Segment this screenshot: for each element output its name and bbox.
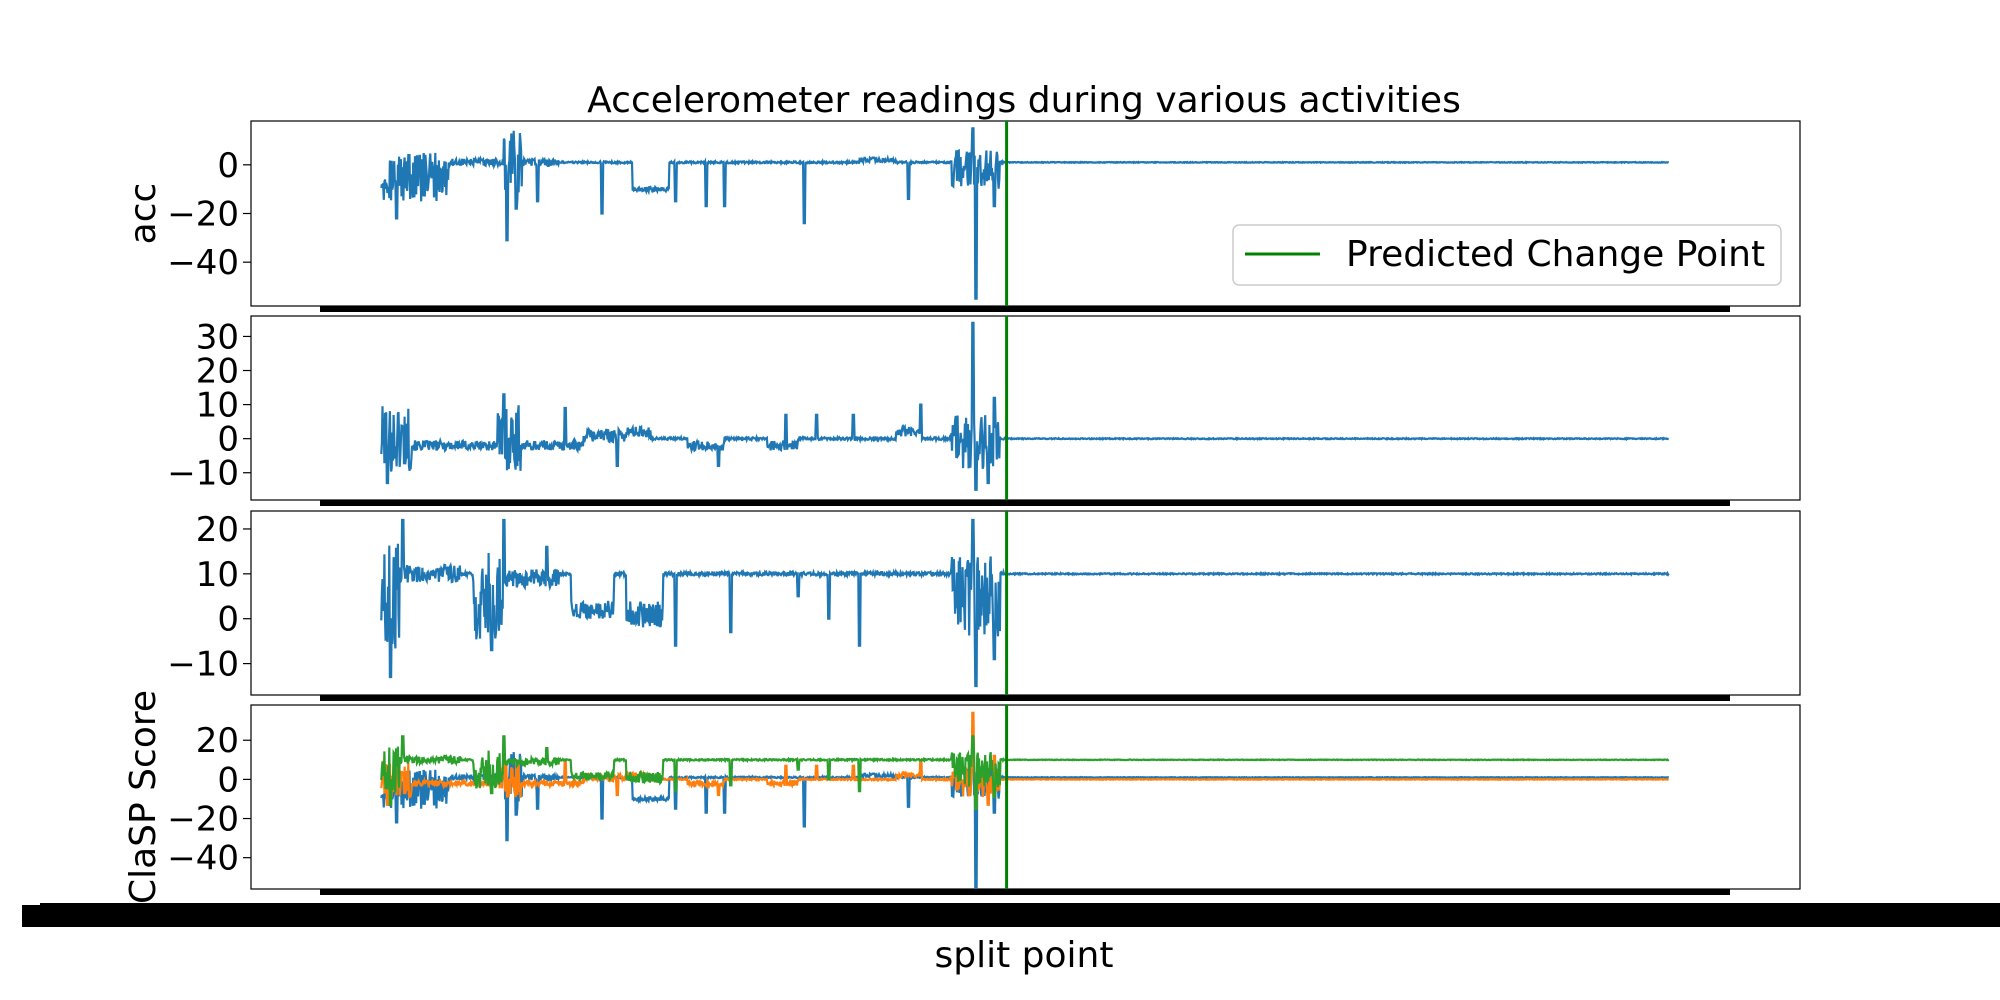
panel-frame <box>250 315 1801 501</box>
legend-label: Predicted Change Point <box>1346 234 1765 275</box>
x-tick-label-band <box>40 903 2000 927</box>
y-tick-label: −10 <box>167 454 239 494</box>
y-tick-label: 0 <box>217 600 239 640</box>
y-tick-label: −20 <box>167 195 239 235</box>
panels: 0−20−40acc3020100−1020100−10200−20−40Cla… <box>22 120 2000 927</box>
x-tick-band <box>320 889 1730 895</box>
y-tick-label: 20 <box>196 352 239 392</box>
chart-title: Accelerometer readings during various ac… <box>587 80 1461 121</box>
y-tick-label: 0 <box>217 760 239 800</box>
series-line-3 <box>380 735 1670 810</box>
panel-3: 20 10 0 −10 <box>167 510 1801 701</box>
y-tick-label: 0 <box>217 420 239 460</box>
y-tick-label: 30 <box>196 317 239 357</box>
x-tick-band <box>320 306 1730 312</box>
series-line-1 <box>380 748 1670 889</box>
x-tick-band <box>320 695 1730 701</box>
series-line <box>380 321 1669 491</box>
x-tick-band <box>320 500 1730 506</box>
y-tick-label: −10 <box>167 645 239 685</box>
series-line <box>380 518 1670 688</box>
legend-box <box>1232 224 1782 286</box>
y-tick-label: −40 <box>167 243 239 283</box>
x-tick-label-first <box>22 905 52 927</box>
y-axis-label: acc <box>123 183 164 245</box>
y-tick-label: 20 <box>196 721 239 761</box>
y-tick-label: 20 <box>196 510 239 550</box>
x-axis-label: split point <box>935 935 1114 976</box>
y-tick-label: 0 <box>217 146 239 186</box>
panel-frame <box>250 704 1801 890</box>
y-tick-label: −20 <box>167 800 239 840</box>
series-line <box>380 127 1670 300</box>
y-tick-label: −40 <box>167 839 239 879</box>
y-tick-label: 10 <box>196 555 239 595</box>
y-tick-label: 10 <box>196 386 239 426</box>
y-axis-label: ClaSP Score <box>123 690 164 904</box>
legend: Predicted Change Point <box>1232 224 1782 286</box>
